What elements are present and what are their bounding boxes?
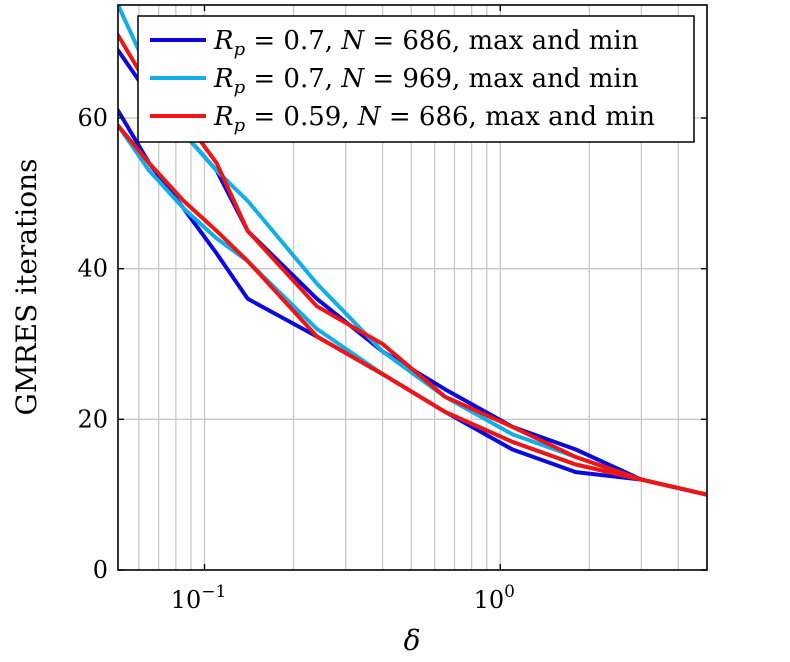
y-tick-label: 20 [77, 405, 108, 433]
legend-entry-label: Rp = 0.59, N = 686, max and min [213, 102, 655, 136]
axis-ticks: 0 20 40 60 10−1 100 [77, 5, 707, 614]
y-tick-label: 60 [77, 104, 108, 132]
series-3-min-line [118, 123, 707, 497]
legend-box [137, 15, 695, 143]
x-axis-label: δ [404, 624, 421, 657]
plot-frame [117, 4, 708, 571]
series-1-min-line [118, 108, 707, 497]
legend-entry-label: Rp = 0.7, N = 969, max and min [213, 64, 639, 98]
y-tick-label: 0 [93, 556, 108, 584]
y-tick-label: 40 [77, 255, 108, 283]
x-tick-label: 10−1 [171, 582, 227, 614]
x-tick-label: 100 [474, 582, 515, 614]
y-axis-label: GMRES iterations [10, 159, 43, 416]
legend-entry-label: Rp = 0.7, N = 686, max and min [213, 26, 639, 60]
legend: Rp = 0.7, N = 686, max and min Rp = 0.7, … [137, 15, 695, 143]
series-2-min-line [118, 123, 707, 497]
